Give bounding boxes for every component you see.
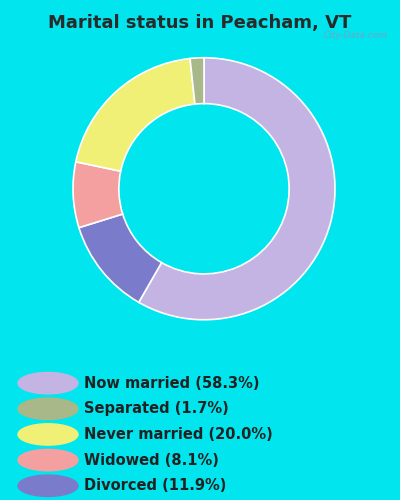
Wedge shape: [190, 58, 204, 104]
Circle shape: [18, 475, 78, 496]
Wedge shape: [139, 58, 335, 320]
Text: Never married (20.0%): Never married (20.0%): [84, 427, 273, 442]
Text: Divorced (11.9%): Divorced (11.9%): [84, 478, 226, 493]
Text: City-Data.com: City-Data.com: [324, 31, 388, 40]
Circle shape: [18, 398, 78, 419]
Circle shape: [18, 450, 78, 471]
Circle shape: [18, 424, 78, 445]
Text: Separated (1.7%): Separated (1.7%): [84, 402, 229, 416]
Text: Widowed (8.1%): Widowed (8.1%): [84, 452, 219, 468]
Text: Marital status in Peacham, VT: Marital status in Peacham, VT: [48, 14, 352, 32]
Wedge shape: [79, 214, 162, 302]
Circle shape: [18, 372, 78, 394]
Wedge shape: [73, 162, 123, 228]
Text: Now married (58.3%): Now married (58.3%): [84, 376, 260, 390]
Wedge shape: [76, 58, 195, 171]
